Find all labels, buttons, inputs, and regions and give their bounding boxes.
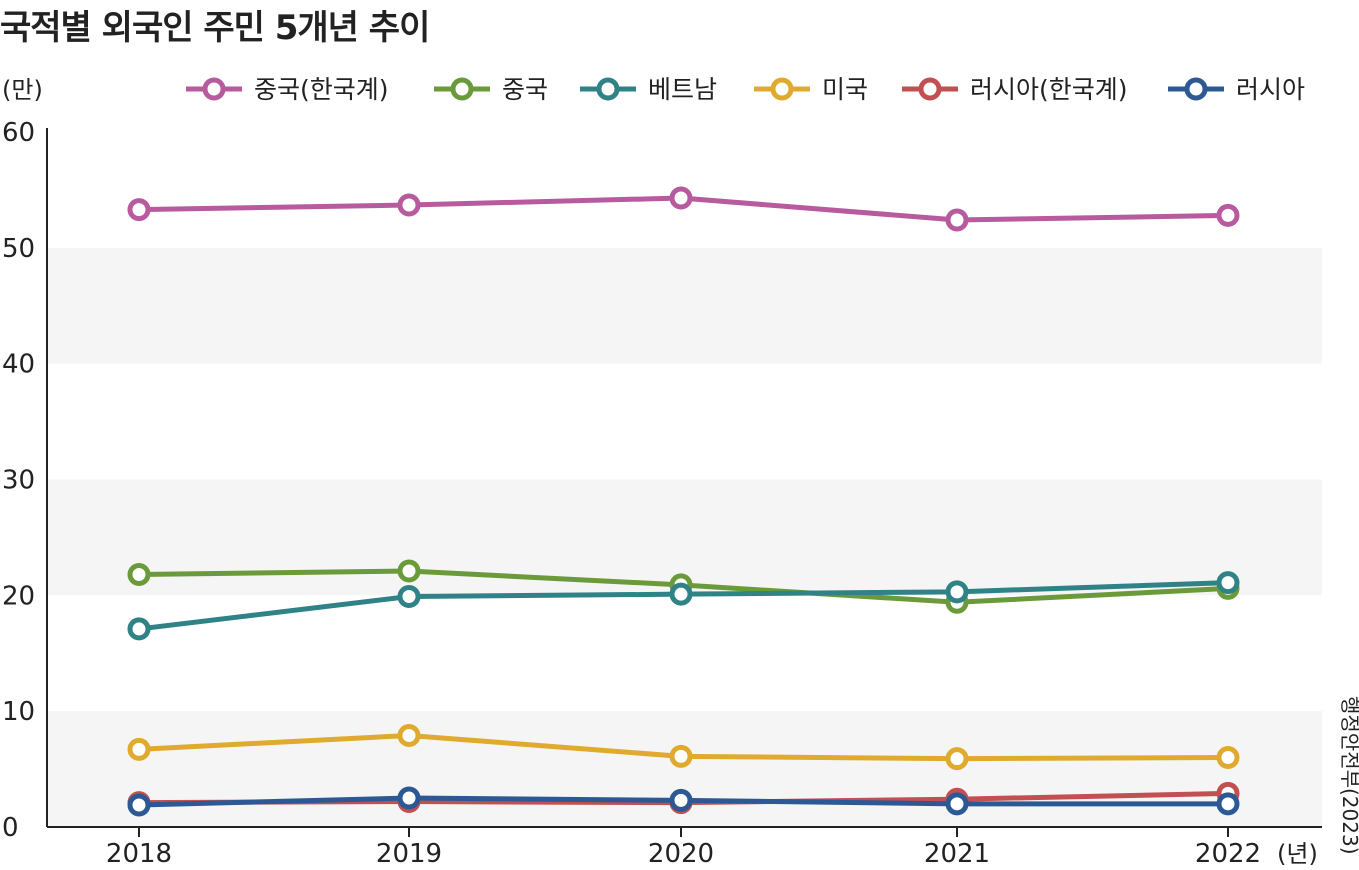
grid-band (47, 247, 1322, 364)
legend: 중국(한국계) 중국 베트남 미국 러시아(한국계) 러시아 (186, 75, 1305, 104)
data-point (397, 786, 421, 810)
data-point (669, 744, 693, 768)
legend-item-1: 중국 (434, 75, 548, 104)
y-tick-label: 60 (2, 118, 35, 148)
y-tick-label: 20 (2, 581, 35, 611)
legend-swatch-marker (770, 77, 794, 101)
legend-label: 중국(한국계) (254, 75, 389, 104)
data-point (1216, 571, 1240, 595)
legend-item-3: 미국 (754, 75, 868, 104)
data-point (397, 193, 421, 217)
legend-swatch-marker (596, 77, 620, 101)
data-point (945, 208, 969, 232)
data-point (127, 198, 151, 222)
legend-label: 미국 (822, 75, 868, 104)
legend-item-0: 중국(한국계) (186, 75, 389, 104)
legend-swatch-marker (918, 77, 942, 101)
data-point (397, 584, 421, 608)
series-3 (127, 723, 1240, 771)
legend-label: 러시아 (1236, 75, 1305, 104)
x-tick-label: 2020 (648, 839, 714, 869)
data-point (127, 562, 151, 586)
data-point (945, 792, 969, 816)
x-tick-label: 2022 (1195, 839, 1261, 869)
source-note: 행정안전부(2023) (1338, 696, 1359, 855)
data-point (945, 747, 969, 771)
legend-item-2: 베트남 (580, 75, 717, 104)
legend-label: 중국 (502, 75, 548, 104)
chart-title: 국적별 외국인 주민 5개년 추이 (0, 8, 430, 48)
series-0 (127, 186, 1240, 232)
data-point (1216, 792, 1240, 816)
grid-bands (47, 247, 1322, 827)
data-point (127, 737, 151, 761)
data-point (669, 582, 693, 606)
y-tick-label: 30 (2, 466, 35, 496)
series-5 (127, 786, 1240, 817)
legend-item-5: 러시아 (1168, 75, 1305, 104)
y-tick-labels: 0 10 20 30 40 50 60 (2, 118, 35, 843)
y-tick-label: 10 (2, 697, 35, 727)
data-point (1216, 746, 1240, 769)
legend-swatch-marker (1184, 77, 1208, 101)
data-point (945, 580, 969, 604)
legend-swatch-marker (202, 77, 226, 101)
y-tick-label: 40 (2, 350, 35, 380)
data-point (127, 793, 151, 817)
legend-label: 베트남 (648, 75, 717, 104)
x-tick-label: 2019 (376, 839, 442, 869)
y-tick-label: 50 (2, 234, 35, 264)
x-tick-labels: 2018 2019 2020 2021 2022 (106, 839, 1261, 869)
series-layer (127, 186, 1240, 817)
data-point (669, 788, 693, 812)
data-point (127, 617, 151, 641)
legend-label: 러시아(한국계) (970, 75, 1128, 104)
legend-item-4: 러시아(한국계) (902, 75, 1128, 104)
data-point (1216, 203, 1240, 227)
legend-swatch-marker (450, 77, 474, 101)
axes (46, 128, 1322, 837)
y-axis-unit-label: (만) (2, 76, 43, 104)
data-point (397, 723, 421, 747)
x-tick-label: 2021 (924, 839, 990, 869)
data-point (669, 186, 693, 210)
y-tick-label: 0 (2, 813, 19, 843)
series-2 (127, 571, 1240, 641)
x-axis-unit-label: (년) (1277, 840, 1318, 868)
data-point (397, 559, 421, 583)
x-tick-label: 2018 (106, 839, 172, 869)
